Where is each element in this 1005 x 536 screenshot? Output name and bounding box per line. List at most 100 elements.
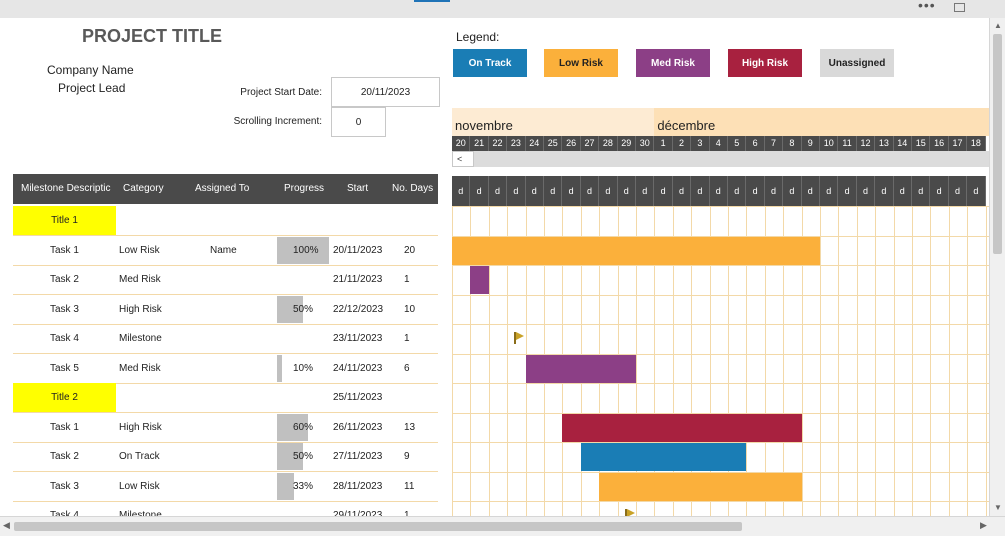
- day-number: 10: [820, 136, 839, 151]
- grid-hline: [452, 383, 989, 384]
- grid-hline: [452, 265, 989, 266]
- grid-vline: [636, 206, 637, 516]
- day-number: 22: [488, 136, 508, 151]
- grid-hline: [452, 412, 989, 414]
- more-options-icon[interactable]: •••: [918, 0, 936, 13]
- section-title: Title 2: [13, 383, 116, 412]
- scroll-left-icon[interactable]: ◀: [3, 520, 10, 530]
- grid-vline: [930, 206, 932, 516]
- task-progress: 10%: [293, 362, 314, 374]
- progress-bar-fill: [277, 472, 295, 500]
- day-number: 27: [580, 136, 600, 151]
- day-letter: d: [912, 176, 931, 206]
- scroll-increment-label: Scrolling Increment:: [233, 116, 322, 127]
- month-header-0: novembre: [452, 108, 655, 136]
- grid-vline: [783, 206, 785, 516]
- day-letter: d: [488, 176, 508, 206]
- grid-hline: [452, 294, 989, 296]
- legend-item-high-risk: High Risk: [728, 49, 802, 77]
- scroll-down-icon[interactable]: ▼: [994, 503, 1002, 512]
- day-letter: d: [764, 176, 784, 206]
- progress-bar-fill: [277, 443, 303, 470]
- table-row: Task 2 On Track 50% 27/11/2023 9: [13, 442, 438, 472]
- task-start: 29/11/2023: [333, 510, 383, 516]
- horizontal-scroll-thumb[interactable]: [14, 522, 742, 531]
- task-name: Task 2: [50, 451, 79, 462]
- grid-vline: [820, 206, 821, 516]
- task-days: 9: [404, 451, 410, 462]
- task-progress: 50%: [293, 303, 314, 315]
- grid-vline: [507, 206, 509, 516]
- day-letter: d: [452, 176, 471, 206]
- day-letter: d: [617, 176, 636, 206]
- day-letter: d: [525, 176, 544, 206]
- grid-hline: [452, 235, 989, 237]
- restore-window-icon[interactable]: [954, 3, 965, 12]
- day-letter: d: [948, 176, 968, 206]
- task-progress: 60%: [293, 421, 314, 433]
- gantt-bar[interactable]: [599, 472, 802, 501]
- gantt-bar[interactable]: [562, 413, 802, 442]
- day-letter: d: [636, 176, 655, 206]
- start-date-input[interactable]: 20/11/2023: [331, 77, 440, 107]
- day-letter: d: [728, 176, 747, 206]
- grid-vline: [470, 206, 472, 516]
- day-letter: d: [930, 176, 949, 206]
- header-assigned: Assigned To: [195, 183, 250, 194]
- timeline-scrollbar[interactable]: <: [452, 151, 989, 167]
- grid-vline: [985, 206, 987, 516]
- horizontal-scrollbar[interactable]: ◀ ▶: [0, 516, 1005, 536]
- grid-vline: [691, 206, 693, 516]
- task-name: Task 3: [50, 480, 79, 492]
- scroll-up-icon[interactable]: ▲: [994, 21, 1002, 30]
- task-start: 22/12/2023: [333, 303, 384, 315]
- day-number: 17: [948, 136, 968, 151]
- gantt-bar[interactable]: [470, 266, 489, 294]
- day-number: 28: [599, 136, 618, 151]
- grid-hline: [452, 353, 989, 355]
- grid-vline: [452, 206, 453, 516]
- day-letter: d: [967, 176, 986, 206]
- scroll-increment-input[interactable]: 0: [331, 107, 386, 137]
- timeline-scroll-left-button[interactable]: <: [452, 151, 474, 167]
- vertical-scrollbar[interactable]: ▲ ▼: [989, 18, 1005, 516]
- grid-vline: [875, 206, 877, 516]
- start-date-label: Project Start Date:: [240, 87, 322, 98]
- day-letter: d: [580, 176, 600, 206]
- grid-vline: [912, 206, 913, 516]
- grid-hline: [452, 501, 989, 502]
- grid-vline: [488, 206, 490, 516]
- header-category: Category: [123, 183, 164, 194]
- header-days: No. Days: [392, 183, 434, 194]
- task-days: 13: [404, 421, 416, 433]
- task-category: Low Risk: [119, 480, 160, 492]
- task-category: High Risk: [119, 303, 162, 315]
- task-start: 21/11/2023: [333, 274, 383, 285]
- grid-hline: [452, 471, 989, 473]
- vertical-scroll-thumb[interactable]: [993, 34, 1002, 254]
- grid-vline: [709, 206, 711, 516]
- grid-vline: [838, 206, 840, 516]
- milestone-flag-shape: [516, 332, 525, 340]
- gantt-bar[interactable]: [525, 354, 636, 383]
- day-number: 15: [912, 136, 931, 151]
- task-category: Milestone: [119, 333, 162, 344]
- progress-bar-fill: [277, 295, 303, 323]
- progress-bar-fill: [277, 354, 283, 382]
- day-letter: d: [875, 176, 894, 206]
- gantt-bar[interactable]: [580, 443, 747, 471]
- task-start: 28/11/2023: [333, 480, 383, 492]
- progress-bar-fill: [277, 413, 309, 441]
- day-letter: d: [544, 176, 563, 206]
- day-number: 20: [452, 136, 471, 151]
- grid-vline: [948, 206, 950, 516]
- task-name: Task 4: [50, 333, 79, 344]
- scroll-right-icon[interactable]: ▶: [980, 520, 987, 530]
- legend-item-unassigned: Unassigned: [820, 49, 894, 77]
- task-start: 26/11/2023: [333, 421, 383, 433]
- day-number: 1: [654, 136, 673, 151]
- gantt-bar[interactable]: [452, 236, 820, 265]
- grid-vline: [764, 206, 766, 516]
- grid-vline: [728, 206, 729, 516]
- legend-item-on-track: On Track: [453, 49, 527, 77]
